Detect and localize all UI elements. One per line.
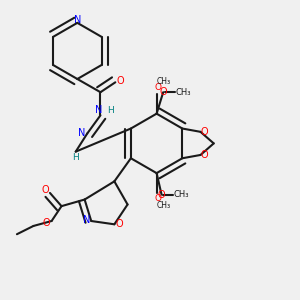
Text: O: O — [115, 219, 123, 229]
Text: CH₃: CH₃ — [173, 190, 189, 199]
Text: O: O — [201, 150, 208, 160]
Text: N: N — [83, 215, 90, 225]
Text: O: O — [41, 185, 49, 195]
Text: CH₃: CH₃ — [157, 201, 171, 210]
Text: N: N — [78, 128, 85, 138]
Text: O: O — [43, 218, 50, 228]
Text: N: N — [74, 15, 81, 25]
Text: H: H — [72, 153, 79, 162]
Text: O: O — [155, 83, 162, 92]
Text: O: O — [116, 76, 124, 85]
Text: O: O — [155, 194, 162, 203]
Text: N: N — [95, 105, 103, 116]
Text: O: O — [201, 127, 208, 137]
Text: O: O — [159, 87, 167, 97]
Text: H: H — [107, 106, 114, 115]
Text: CH₃: CH₃ — [176, 88, 191, 97]
Text: O: O — [158, 190, 165, 200]
Text: CH₃: CH₃ — [157, 77, 171, 86]
